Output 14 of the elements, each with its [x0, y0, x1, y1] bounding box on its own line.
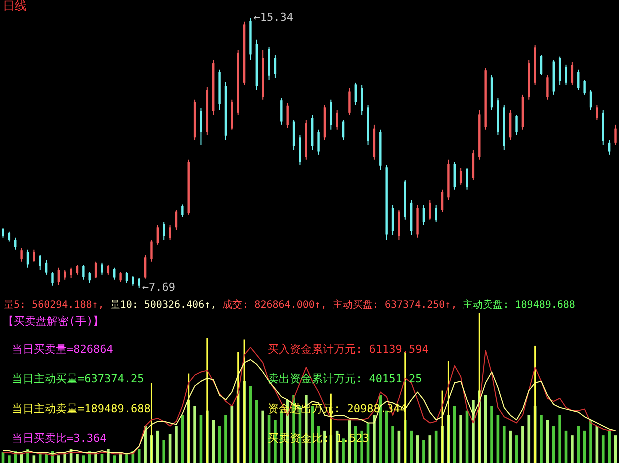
annotation: 当日买卖比=3.364 [12, 432, 108, 446]
chart-title: 【买卖盘解密(手)】 [3, 315, 104, 328]
annotation: 买入资金累计万元: 61139.594 [268, 343, 430, 356]
text: 主动卖盘: 189489.688 [463, 299, 576, 311]
annotation: ←15.34 [254, 11, 294, 24]
text: 量10: 500326.406↑, [110, 300, 217, 311]
text: 主动买盘: 637374.250↑, [332, 299, 458, 311]
annotation: 当日主动卖量=189489.688 [12, 402, 151, 416]
annotation: 当日主动买量=637374.25 [12, 372, 144, 386]
text: 成交: 826864.000↑, [222, 299, 327, 311]
annotation: 当日买卖量=826864 [12, 343, 114, 356]
annotation: ←7.69 [142, 281, 176, 294]
chart-title: 日线 [3, 0, 27, 13]
text: 量5: 560294.188↑, [4, 300, 104, 311]
